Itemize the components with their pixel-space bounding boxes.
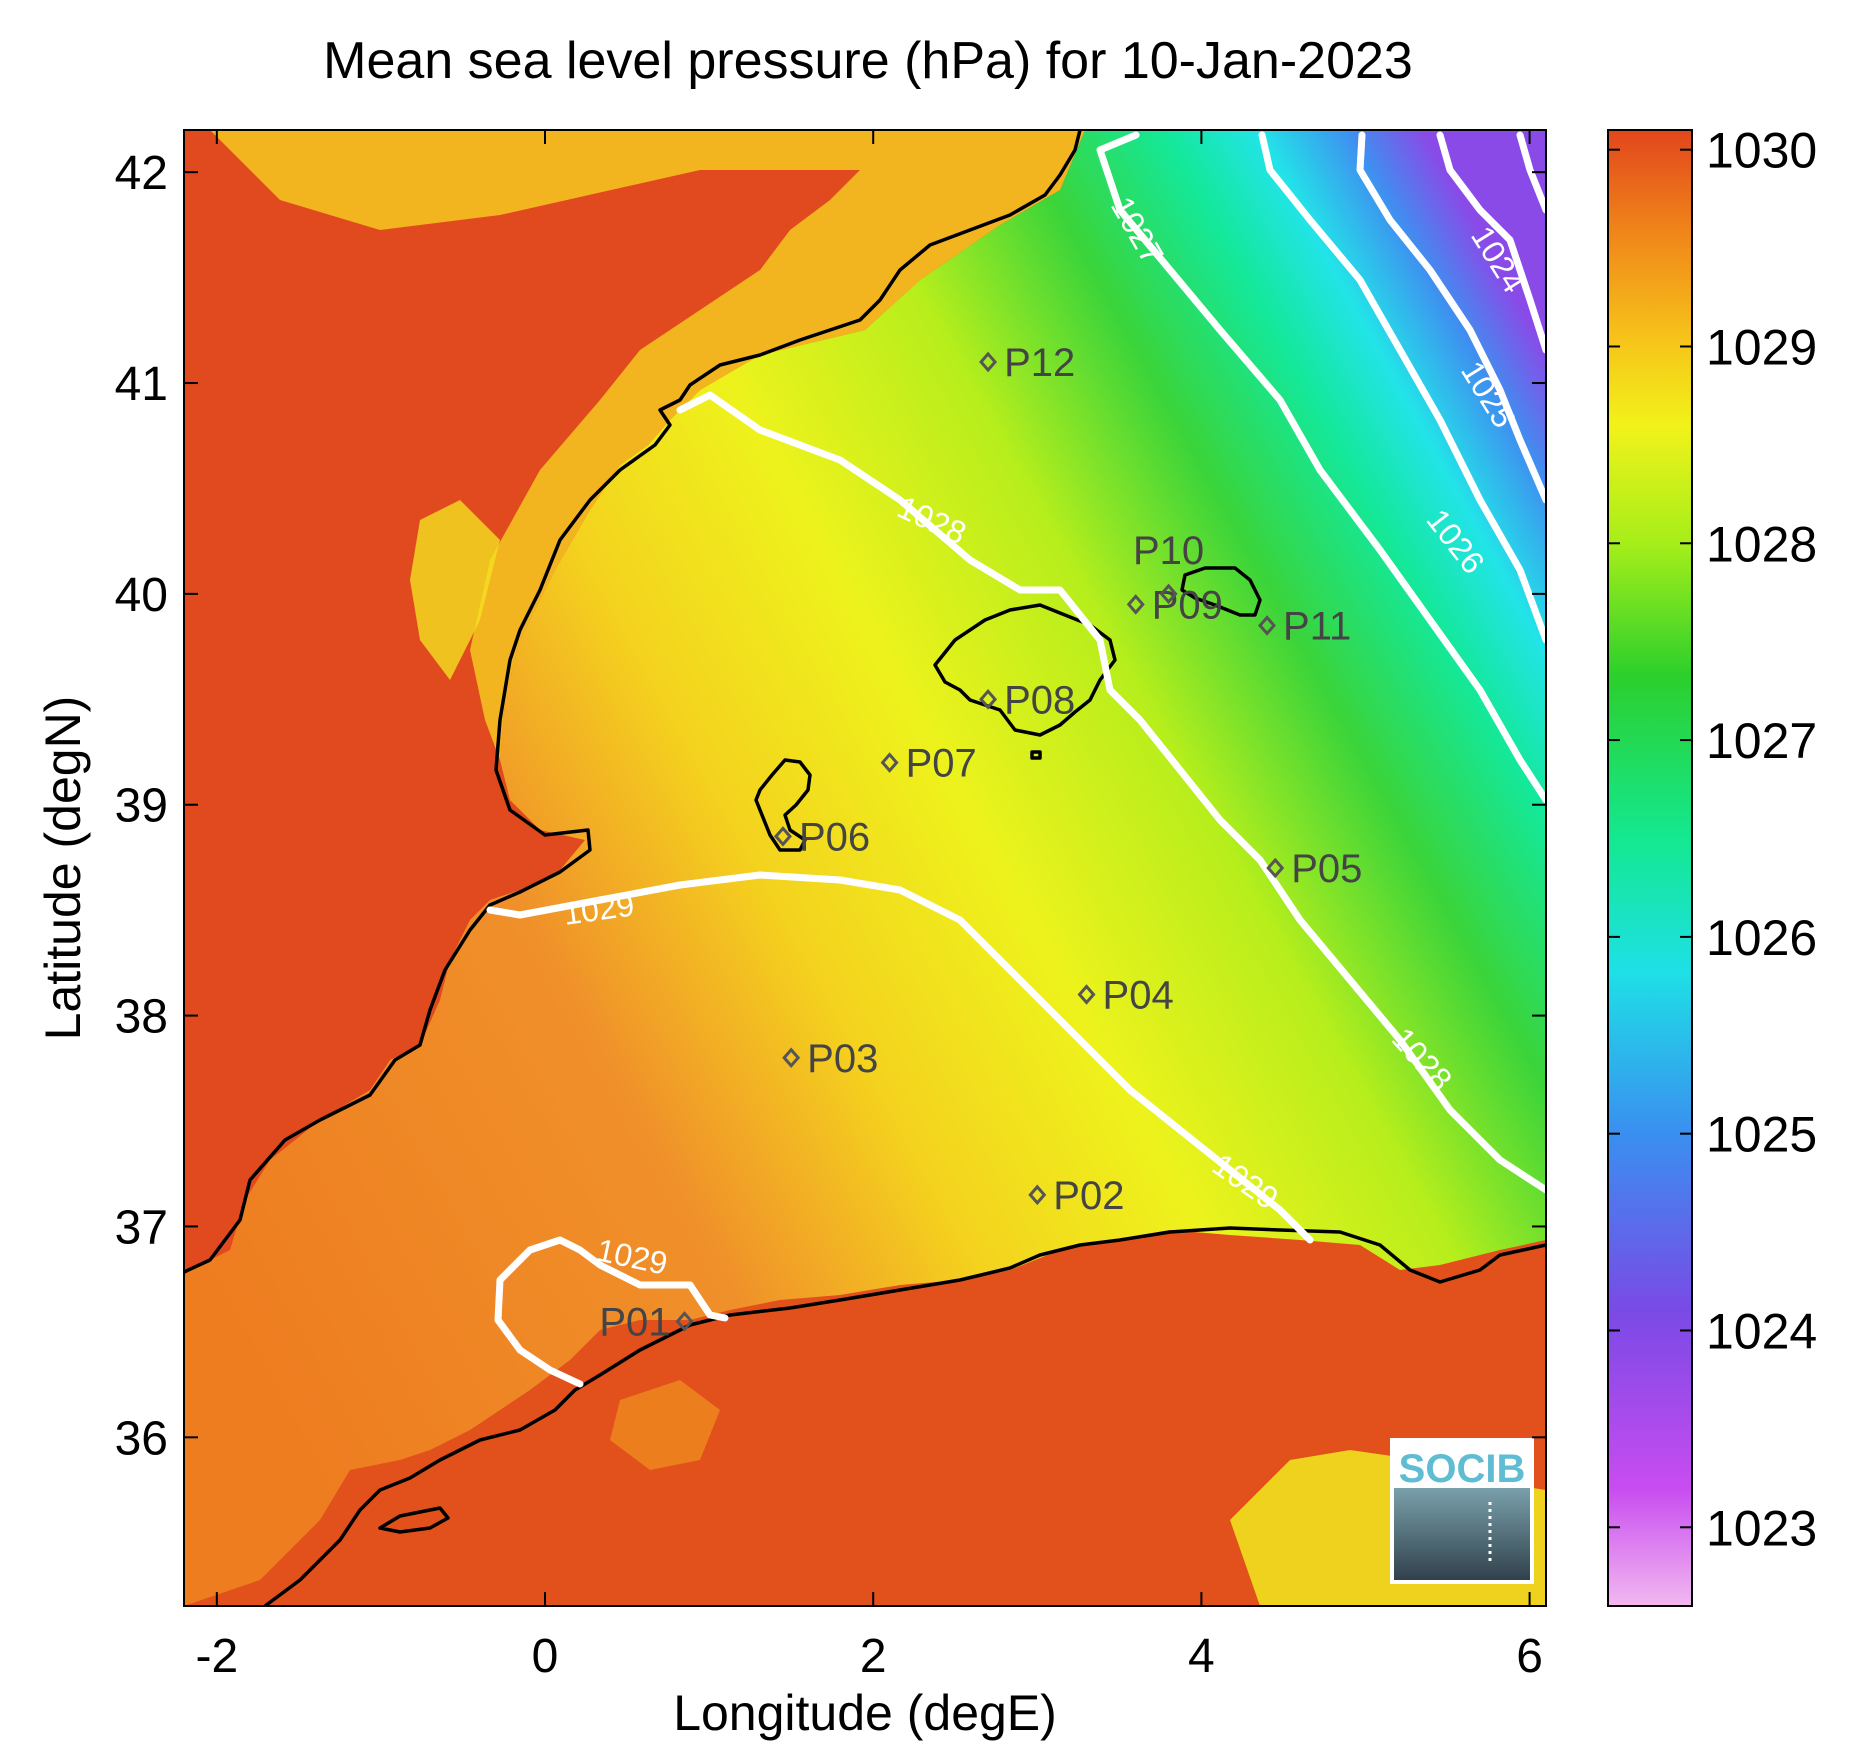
colorbar: [1607, 129, 1693, 1607]
chart-title: Mean sea level pressure (hPa) for 10-Jan…: [323, 32, 1413, 90]
x-tick-label: -2: [195, 1630, 238, 1683]
station-label: P06: [799, 815, 870, 859]
station-marker: [1077, 984, 1096, 1005]
isobar-1029-south-tail: [686, 1281, 729, 1322]
station-markers: P01 P02 P03 P04 P05 P06 P07 P08 P09 P10 P11 P12: [599, 341, 1362, 1344]
colorbar-tick-label: 1030: [1706, 123, 1817, 179]
colorbar-tick-label: 1023: [1706, 1500, 1817, 1556]
mallorca-island: [933, 603, 1117, 737]
iberia-yellow-patch: [410, 500, 500, 680]
colorbar-tick-label: 1024: [1706, 1303, 1817, 1359]
socib-logo: SOCIB: [1390, 1438, 1534, 1584]
isobar-1027: [1096, 131, 1546, 804]
station-marker: [1266, 857, 1285, 879]
y-tick-label: 36: [115, 1412, 168, 1465]
station-label: P01: [599, 1300, 670, 1344]
cabrera-island: [1030, 750, 1042, 760]
station-label: P02: [1053, 1174, 1124, 1218]
x-axis-label: Longitude (degE): [673, 1685, 1057, 1741]
isobar-1024: [1436, 131, 1546, 354]
map-plot-area: 1027 1024 1025 1026 1028 1028 1029 1029 …: [184, 130, 1546, 1606]
station-label: P12: [1004, 341, 1075, 385]
station-marker: [1126, 594, 1145, 615]
y-tick-label: 42: [115, 147, 168, 200]
y-tick-label: 40: [115, 569, 168, 622]
alboran-island: [378, 1506, 450, 1534]
iberia-land: [184, 130, 1085, 1275]
station-marker: [773, 826, 792, 847]
station-label: P05: [1291, 847, 1362, 891]
isobar-1026: [1258, 131, 1546, 644]
y-axis-ticks: 36 37 38 39 40 41 42: [115, 147, 1546, 1465]
station-marker: [979, 351, 998, 373]
iberia-coastal-strip: [210, 130, 1085, 760]
y-tick-label: 41: [115, 358, 168, 411]
station-label: P04: [1103, 974, 1174, 1018]
station-label: P03: [807, 1037, 878, 1081]
station-marker: [1258, 615, 1277, 636]
station-label: P11: [1283, 605, 1351, 649]
station-label: P09: [1152, 583, 1223, 627]
station-marker: [1159, 583, 1178, 605]
isobar-1024-inner: [1516, 131, 1546, 214]
station-marker: [880, 752, 899, 773]
colorbar-tick-label: 1027: [1706, 713, 1817, 769]
isobar-1025: [1356, 131, 1546, 504]
y-axis-label: Latitude (degN): [35, 696, 91, 1041]
station-marker: [675, 1311, 694, 1332]
colorbar-ticks: 1023 1024 1025 1026 1027 1028 1029 1030: [1608, 123, 1817, 1556]
x-tick-label: 0: [532, 1630, 559, 1683]
station-marker: [979, 689, 998, 710]
x-tick-label: 2: [860, 1630, 887, 1683]
isobar-1028: [676, 391, 1546, 1194]
station-marker: [782, 1047, 801, 1069]
menorca-island: [1180, 566, 1262, 617]
x-axis-ticks: -2 0 2 4 6: [195, 130, 1543, 1683]
africa-coastline: [263, 1226, 1546, 1606]
iberia-coastline: [184, 130, 1082, 1274]
x-tick-label: 4: [1188, 1630, 1215, 1683]
isobar-1029-south: [494, 1236, 694, 1388]
station-marker: [1028, 1184, 1047, 1206]
plot-frame: [183, 129, 1547, 1607]
y-tick-label: 38: [115, 991, 168, 1044]
logo-text: SOCIB: [1399, 1447, 1526, 1491]
ibiza-island: [754, 758, 812, 852]
colorbar-tick-label: 1029: [1706, 319, 1817, 375]
station-label: P07: [906, 742, 977, 786]
colorbar-tick-label: 1026: [1706, 910, 1817, 966]
y-tick-label: 37: [115, 1201, 168, 1254]
isobar-1029: [486, 871, 1314, 1244]
x-tick-label: 6: [1516, 1630, 1543, 1683]
africa-orange-patch: [610, 1380, 720, 1470]
colorbar-tick-label: 1028: [1706, 516, 1817, 572]
station-label: P08: [1004, 678, 1075, 722]
colorbar-tick-label: 1025: [1706, 1107, 1817, 1163]
station-label: P10: [1133, 529, 1204, 573]
africa-land: [184, 1230, 1546, 1606]
y-tick-label: 39: [115, 780, 168, 833]
